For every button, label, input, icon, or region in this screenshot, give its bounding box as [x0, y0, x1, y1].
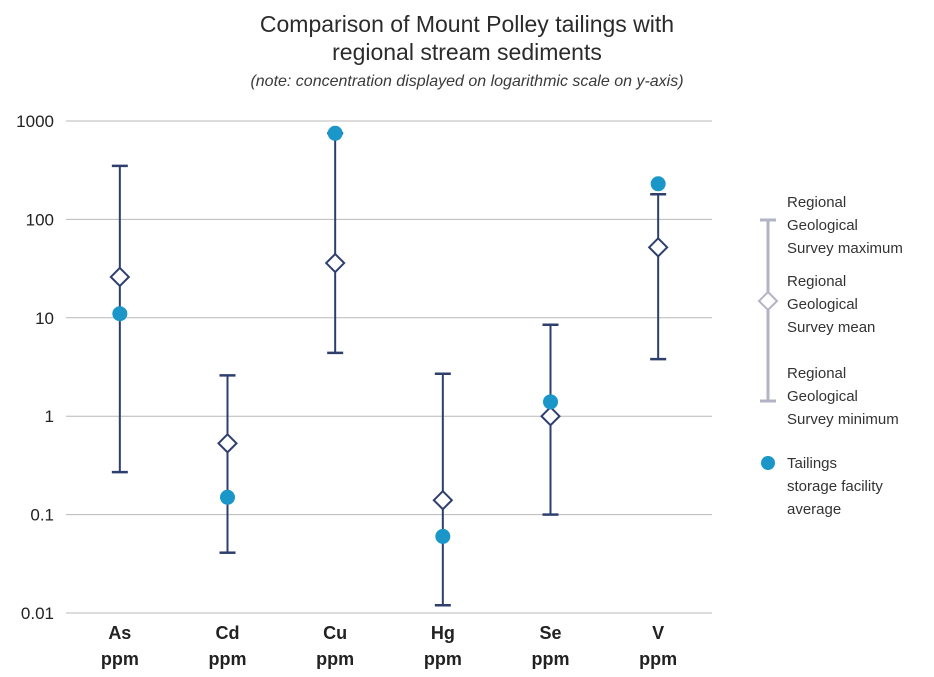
x-tick-label-unit: ppm: [532, 649, 570, 669]
legend-label-max: Regional: [787, 194, 846, 211]
legend-label-mean: Regional: [787, 273, 846, 290]
x-tick-label-element: Se: [539, 623, 561, 643]
tailings-point: [543, 394, 558, 410]
y-tick-label: 10: [35, 309, 54, 328]
y-tick-label: 100: [26, 210, 54, 229]
mean-marker: [217, 432, 238, 454]
x-tick-label-element: Cu: [323, 623, 347, 643]
legend-label-min: Regional: [787, 365, 846, 382]
mean-marker: [324, 252, 346, 274]
mean-marker: [109, 266, 131, 288]
y-tick-label: 0.1: [30, 506, 54, 525]
legend-tailings-point: [761, 456, 775, 470]
legend-label-tailings: storage facility: [787, 478, 883, 495]
chart-title-line-2: regional stream sediments: [332, 39, 602, 65]
y-tick-label: 1000: [16, 112, 54, 131]
x-tick-label-unit: ppm: [209, 649, 247, 669]
x-tick-label-unit: ppm: [639, 649, 677, 669]
x-tick-label-element: Hg: [431, 623, 455, 643]
tailings-point: [435, 528, 451, 544]
x-tick-label-element: As: [108, 623, 131, 643]
tailings-point: [650, 176, 666, 192]
chart-title-line-1: Comparison of Mount Polley tailings with: [259, 11, 675, 37]
legend-label-mean: Geological: [787, 296, 858, 313]
legend-label-min: Geological: [787, 388, 858, 405]
mean-marker: [647, 236, 669, 258]
x-tick-label-element: Cd: [216, 623, 240, 643]
tailings-point: [112, 306, 128, 322]
x-tick-label-unit: ppm: [424, 649, 462, 669]
chart-subtitle: (note: concentration displayed on logari…: [250, 73, 684, 90]
legend-label-mean: Survey mean: [787, 319, 875, 336]
legend-label-max: Geological: [787, 217, 858, 234]
legend-label-min: Survey minimum: [787, 411, 899, 428]
legend-label-max: Survey maximum: [787, 240, 903, 257]
mean-marker: [432, 489, 454, 511]
y-tick-label: 0.01: [21, 604, 54, 623]
legend-label-tailings: average: [787, 501, 841, 518]
legend-mean-marker: [757, 290, 779, 312]
legend-label-tailings: Tailings: [787, 455, 837, 472]
x-tick-label-element: V: [652, 623, 664, 643]
mean-marker: [540, 405, 561, 427]
tailings-point: [327, 125, 343, 141]
x-tick-label-unit: ppm: [101, 649, 139, 669]
chart-title: Comparison of Mount Polley tailings with…: [0, 10, 934, 66]
tailings-point: [220, 489, 235, 505]
x-tick-label-unit: ppm: [316, 649, 354, 669]
y-tick-label: 1: [45, 407, 54, 426]
